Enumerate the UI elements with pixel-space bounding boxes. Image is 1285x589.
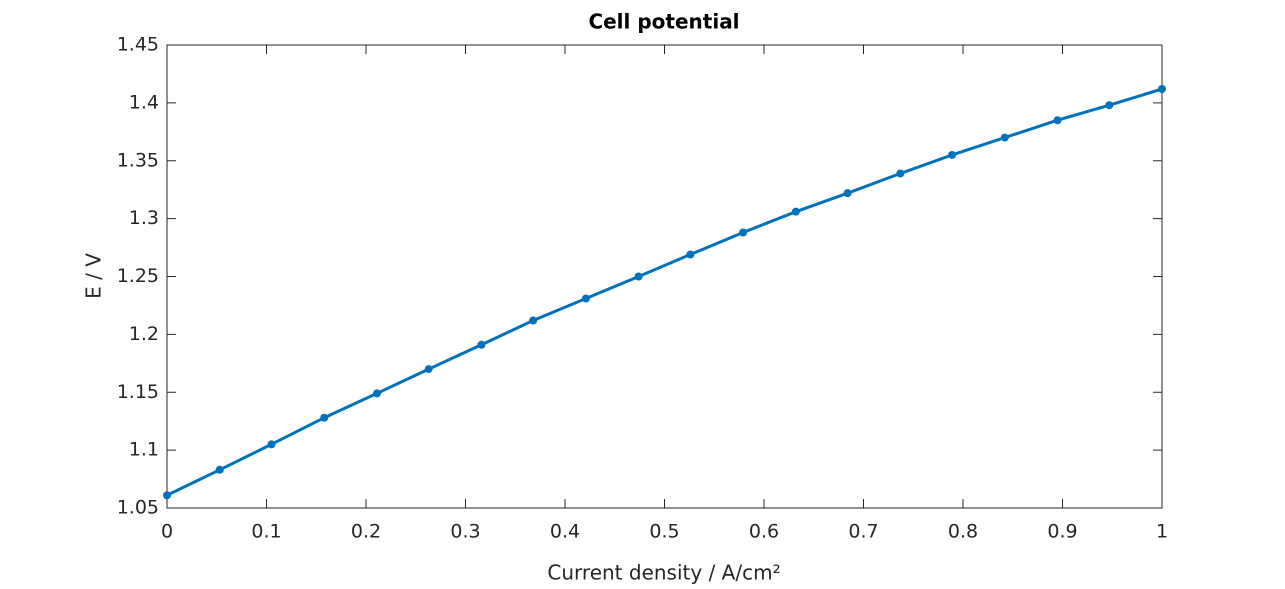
- x-tick-label: 0.8: [948, 521, 978, 543]
- data-point: [477, 340, 486, 349]
- data-point: [896, 169, 905, 178]
- data-point: [1105, 101, 1114, 110]
- y-tick-label: 1.35: [117, 149, 159, 171]
- y-tick-label: 1.05: [117, 497, 159, 519]
- y-tick-label: 1.2: [129, 323, 159, 345]
- x-tick-label: 0.3: [450, 521, 480, 543]
- x-axis-label: Current density / A/cm²: [547, 561, 780, 585]
- data-point: [581, 294, 590, 303]
- y-tick-label: 1.45: [117, 34, 159, 56]
- data-point: [1000, 133, 1009, 142]
- data-point: [424, 365, 433, 374]
- data-point: [948, 150, 957, 159]
- x-tick-label: 0: [161, 521, 173, 543]
- data-point: [791, 207, 800, 216]
- x-tick-label: 0.1: [251, 521, 281, 543]
- x-tick-label: 0.7: [848, 521, 878, 543]
- x-tick-label: 1: [1156, 521, 1168, 543]
- data-point: [320, 413, 329, 422]
- data-point: [215, 465, 224, 474]
- y-tick-label: 1.4: [129, 91, 159, 113]
- data-point: [529, 316, 538, 325]
- x-tick-label: 0.5: [649, 521, 679, 543]
- data-point: [267, 440, 276, 449]
- data-point: [843, 189, 852, 198]
- data-point: [634, 272, 643, 281]
- y-tick-label: 1.25: [117, 265, 159, 287]
- data-line: [166, 87, 1163, 497]
- chart-title: Cell potential: [588, 10, 739, 34]
- data-point: [1158, 84, 1166, 93]
- data-point: [1053, 116, 1062, 125]
- x-tick-label: 0.4: [550, 521, 580, 543]
- x-tick-label: 0.9: [1047, 521, 1077, 543]
- x-tick-label: 0.6: [749, 521, 779, 543]
- y-tick-label: 1.1: [129, 439, 159, 461]
- y-axis-label: E / V: [82, 253, 106, 299]
- y-tick-label: 1.15: [117, 381, 159, 403]
- data-point: [686, 250, 695, 259]
- y-tick-label: 1.3: [129, 207, 159, 229]
- x-tick-label: 0.2: [351, 521, 381, 543]
- data-point: [163, 491, 171, 500]
- data-point: [739, 228, 748, 237]
- data-point: [372, 389, 381, 398]
